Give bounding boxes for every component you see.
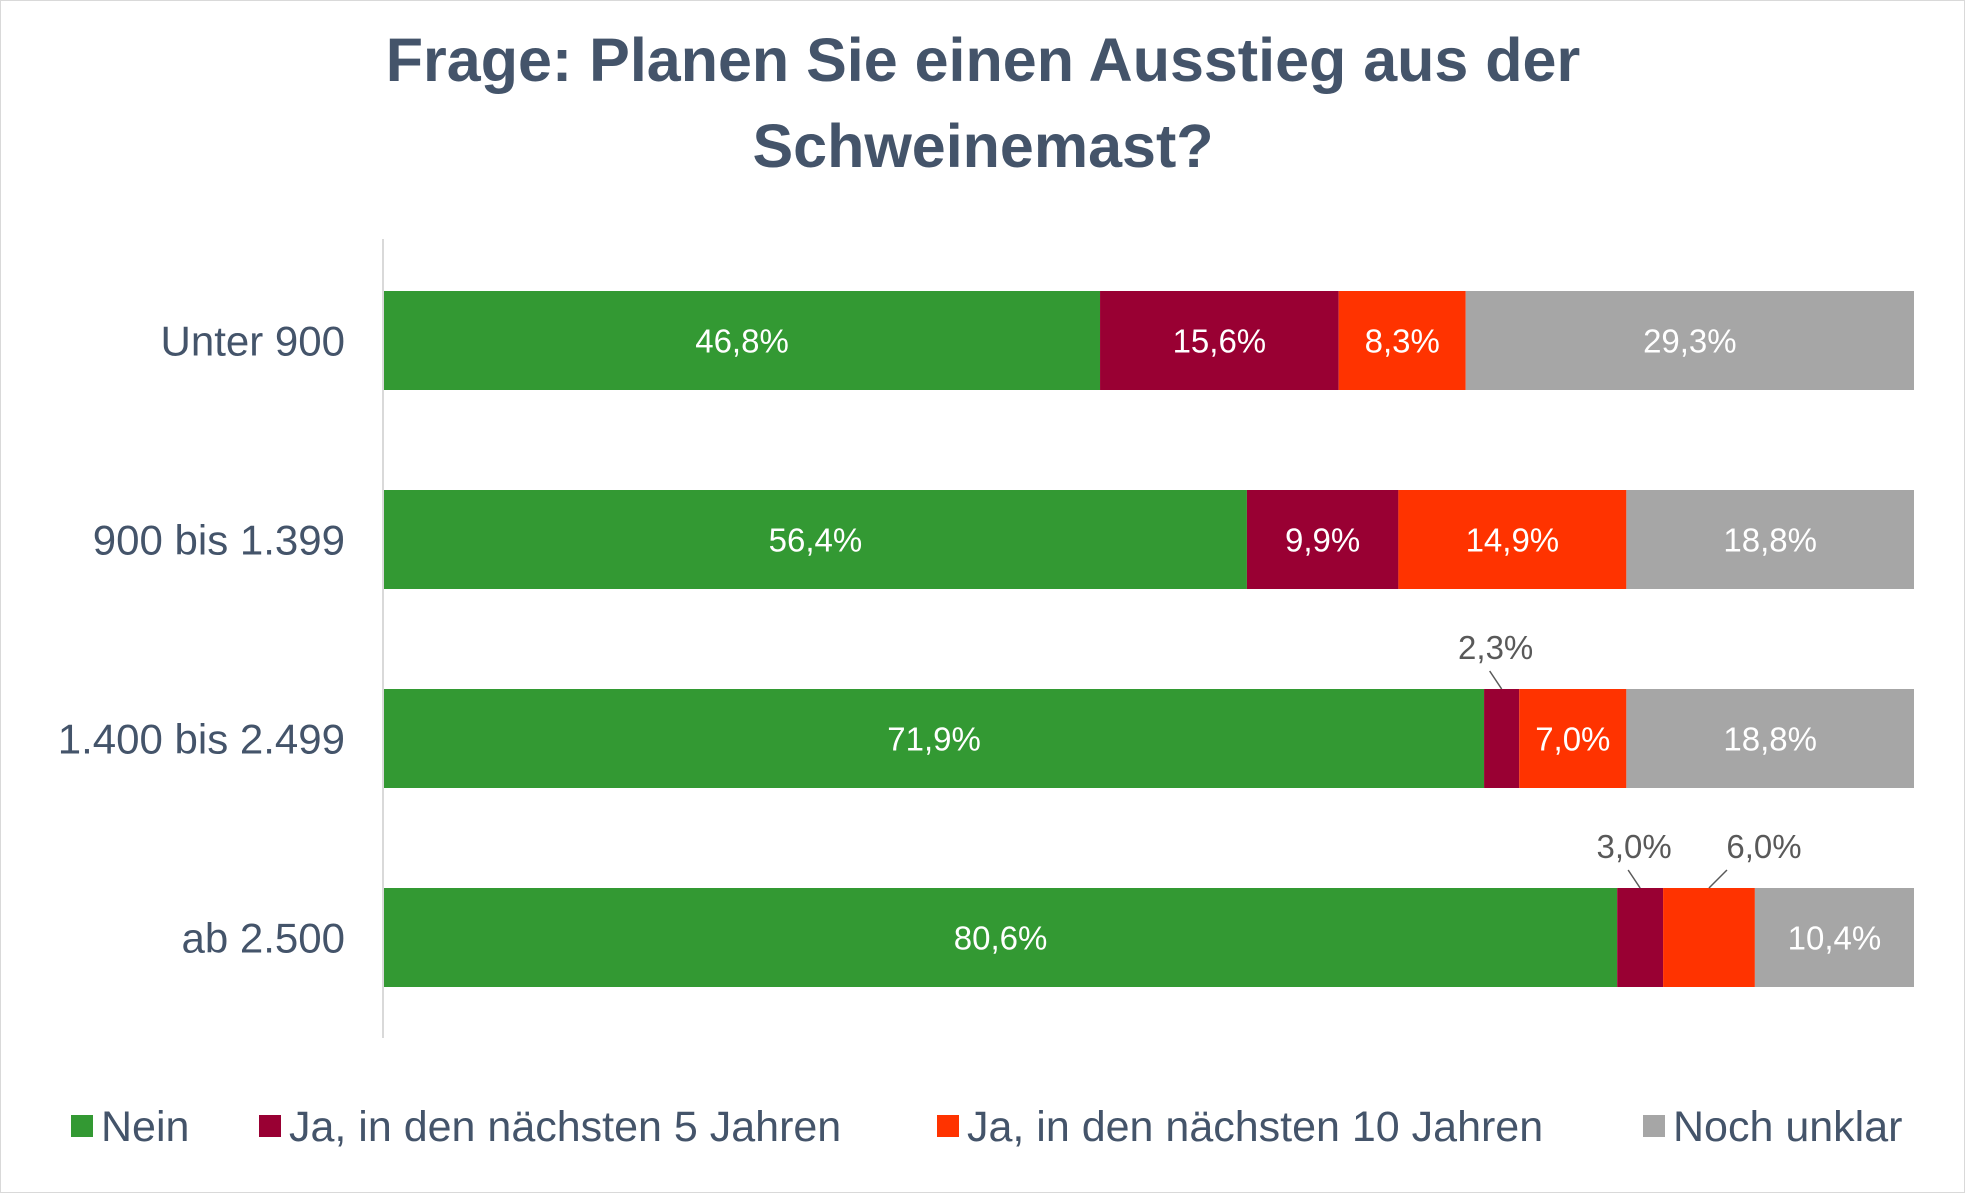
bar-segment — [1663, 888, 1755, 987]
legend-label: Noch unklar — [1673, 1103, 1902, 1151]
category-label: Unter 900 — [161, 318, 345, 365]
legend-swatch — [1643, 1115, 1665, 1137]
bar-segment — [1338, 291, 1466, 390]
bar-segment — [384, 689, 1485, 788]
legend-swatch — [71, 1115, 93, 1137]
legend-label: Nein — [101, 1103, 189, 1151]
data-label: 56,4% — [769, 522, 863, 559]
bar-segment — [384, 291, 1101, 390]
data-label: 6,0% — [1726, 828, 1801, 865]
category-label: 900 bis 1.399 — [93, 517, 345, 564]
bar-segment — [1398, 490, 1627, 589]
bar-segment — [1246, 490, 1399, 589]
data-label: 29,3% — [1643, 323, 1737, 360]
data-label: 7,0% — [1535, 721, 1610, 758]
legend-swatch — [259, 1115, 281, 1137]
leader-line — [1627, 869, 1641, 889]
legend-swatch — [937, 1115, 959, 1137]
leader-line — [1708, 869, 1728, 889]
category-label: ab 2.500 — [182, 915, 346, 962]
data-label: 9,9% — [1285, 522, 1360, 559]
chart-title-line: Frage: Planen Sie einen Ausstieg aus der — [386, 26, 1580, 94]
data-label: 71,9% — [887, 721, 981, 758]
bars-group: 46,8% 15,6% 8,3% 29,3% 56,4% 9,9% 14,9% 18,8% 71… — [384, 291, 1914, 987]
legend-label: Ja, in den nächsten 5 Jahren — [289, 1103, 841, 1151]
legend: Nein Ja, in den nächsten 5 Jahren Ja, in d… — [71, 1103, 1902, 1151]
bar-segment — [1100, 291, 1339, 390]
data-label: 80,6% — [954, 920, 1048, 957]
bar-segment — [1465, 291, 1914, 390]
bar-segment — [1754, 888, 1914, 987]
legend-label: Ja, in den nächsten 10 Jahren — [967, 1103, 1543, 1151]
data-label: 3,0% — [1597, 828, 1672, 865]
bar-segment — [1617, 888, 1664, 987]
bar-segment — [384, 888, 1618, 987]
leader-line — [1489, 670, 1503, 690]
bar-segment — [1519, 689, 1627, 788]
chart-title: Frage: Planen Sie einen Ausstieg aus der… — [386, 26, 1580, 180]
data-label: 18,8% — [1723, 522, 1817, 559]
data-label: 8,3% — [1365, 323, 1440, 360]
data-label: 14,9% — [1466, 522, 1560, 559]
chart-title-line: Schweinemast? — [752, 112, 1213, 180]
data-label: 18,8% — [1723, 721, 1817, 758]
data-label: 46,8% — [695, 323, 789, 360]
category-axis-labels: Unter 900 900 bis 1.399 1.400 bis 2.499 ab … — [58, 318, 345, 962]
data-label: 15,6% — [1173, 323, 1267, 360]
bar-segment — [1626, 490, 1914, 589]
bar-segment — [1626, 689, 1914, 788]
bar-segment — [384, 490, 1247, 589]
bar-segment — [1484, 689, 1520, 788]
data-label: 2,3% — [1458, 629, 1533, 666]
data-label: 10,4% — [1788, 920, 1882, 957]
category-label: 1.400 bis 2.499 — [58, 716, 345, 763]
